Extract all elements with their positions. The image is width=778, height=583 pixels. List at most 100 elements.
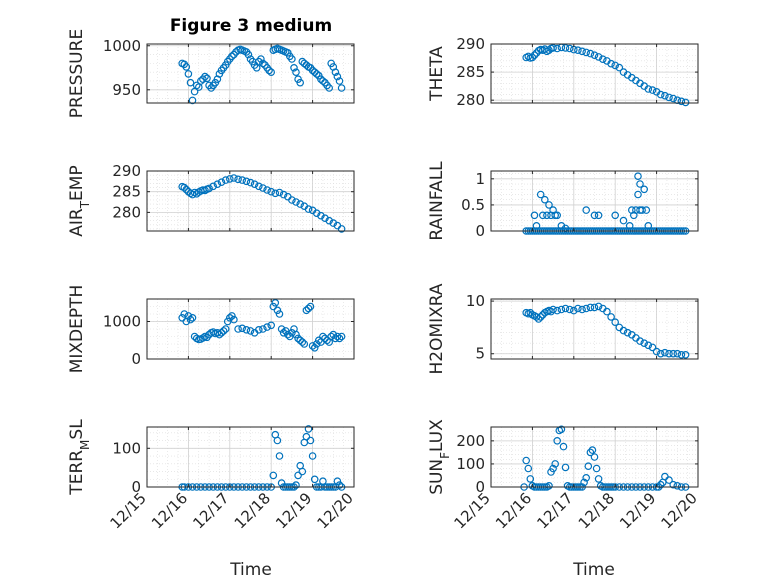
data-point — [217, 328, 226, 337]
data-point — [275, 452, 284, 460]
x-tick-label: 12/18 — [231, 489, 274, 532]
data-point — [553, 211, 562, 220]
data-point — [182, 185, 191, 194]
data-point — [304, 304, 313, 313]
data-point — [586, 448, 595, 457]
figure-title: Figure 3 medium — [170, 16, 332, 36]
data-point — [230, 315, 238, 324]
data-point — [528, 53, 537, 62]
y-tick-label: 100 — [112, 439, 141, 457]
data-point — [540, 195, 549, 204]
data-point — [337, 84, 346, 92]
data-point — [532, 222, 541, 230]
data-point — [623, 328, 632, 337]
data-point — [636, 180, 644, 188]
data-point — [186, 315, 195, 324]
data-point — [219, 327, 228, 335]
data-point — [536, 190, 545, 199]
data-point — [648, 86, 657, 94]
y-tick-label: 100 — [456, 455, 485, 473]
data-point — [325, 84, 334, 92]
data-point — [325, 216, 334, 225]
subplot-4: 0 0.5 1 RAINFALL — [427, 161, 699, 241]
y-tick-label: 0.5 — [461, 196, 485, 214]
data-point — [549, 464, 557, 473]
data-point — [221, 176, 230, 184]
data-point — [182, 63, 191, 71]
data-point — [656, 90, 665, 99]
data-point — [590, 303, 599, 312]
data-point — [263, 323, 271, 331]
data-point — [590, 453, 599, 461]
data-point — [296, 78, 305, 87]
data-point — [269, 302, 278, 311]
data-point — [640, 185, 649, 194]
data-point — [561, 304, 570, 313]
data-point — [310, 475, 319, 484]
data-point — [254, 182, 263, 191]
data-point — [267, 321, 276, 330]
data-point — [246, 178, 255, 187]
x-tick-label: 12/19 — [272, 489, 315, 532]
data-point — [292, 68, 300, 77]
data-point — [644, 341, 653, 350]
plot-area — [491, 44, 698, 103]
data-point — [534, 315, 543, 323]
data-point — [304, 205, 313, 213]
data-point — [263, 186, 271, 194]
axes-box — [490, 170, 699, 232]
data-point — [254, 325, 263, 334]
data-point — [188, 190, 197, 199]
data-point — [603, 307, 611, 316]
data-point — [557, 305, 566, 314]
data-point — [304, 425, 313, 433]
subplot-5: 0 1000 MIXDEPTH — [67, 285, 355, 373]
x-tick-label: 12/17 — [533, 489, 576, 532]
data-point — [242, 177, 251, 186]
y-axis-label: RAINFALL — [427, 161, 447, 241]
data-point — [288, 55, 296, 63]
data-point — [634, 172, 642, 181]
y-tick-label: 280 — [112, 203, 141, 221]
data-point — [619, 326, 628, 335]
data-point — [569, 306, 578, 315]
data-point — [561, 224, 570, 233]
data-point — [598, 55, 607, 64]
data-point — [279, 328, 288, 337]
data-point — [681, 350, 690, 359]
data-point — [201, 72, 209, 81]
y-tick-label: 0 — [131, 350, 141, 368]
data-point — [184, 70, 193, 78]
data-point — [203, 74, 211, 83]
data-point — [565, 305, 574, 314]
data-point — [644, 222, 653, 230]
axes-box — [490, 43, 699, 104]
data-point — [337, 225, 346, 233]
data-point — [306, 302, 315, 311]
data-point — [335, 481, 344, 489]
data-point — [271, 189, 280, 198]
data-point — [549, 305, 557, 314]
y-tick-label: 1 — [475, 170, 485, 188]
data-point — [553, 436, 562, 445]
data-point — [302, 306, 311, 315]
data-point — [242, 325, 251, 334]
subplot-2: 280 285 290 THETA — [427, 35, 699, 109]
data-point — [294, 334, 302, 343]
data-point — [269, 471, 278, 480]
data-point — [312, 70, 321, 78]
data-point — [228, 52, 236, 61]
y-axis-label: H2OMIXRA — [427, 283, 447, 374]
y-tick-label: 0 — [475, 478, 485, 496]
y-tick-label: 0 — [131, 478, 141, 496]
data-point — [625, 222, 634, 230]
y-tick-label: 5 — [475, 345, 485, 363]
data-point — [294, 471, 302, 480]
x-tick-label: 12/19 — [616, 489, 659, 532]
data-point — [590, 51, 599, 60]
x-tick-label: 12/20 — [658, 489, 701, 532]
data-point — [312, 340, 321, 348]
y-axis-label: TERRMSL — [67, 419, 92, 496]
